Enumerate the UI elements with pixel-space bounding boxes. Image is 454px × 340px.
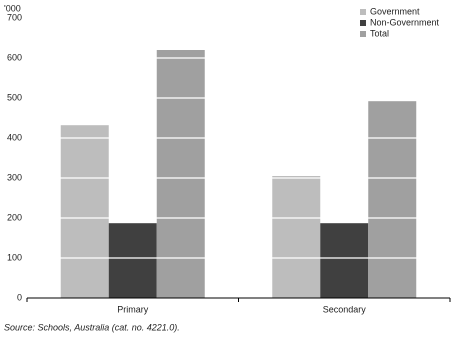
source-note: Source: Schools, Australia (cat. no. 422… (4, 322, 180, 332)
y-tick-label: 0 (17, 292, 22, 302)
y-tick-label: 200 (7, 212, 22, 222)
bar (320, 223, 369, 298)
legend-label: Government (370, 6, 420, 16)
bar (108, 223, 157, 298)
legend-swatch (360, 9, 366, 15)
bar (156, 50, 205, 298)
legend-label: Non-Government (370, 17, 440, 27)
y-tick-label: 600 (7, 52, 22, 62)
bar (368, 101, 417, 298)
bar (272, 176, 321, 298)
bar (60, 125, 109, 298)
y-axis-label: '000 (4, 3, 21, 13)
x-tick-label: Secondary (323, 304, 367, 314)
y-tick-label: 400 (7, 132, 22, 142)
y-tick-label: 500 (7, 92, 22, 102)
y-tick-label: 700 (7, 12, 22, 22)
x-tick-label: Primary (117, 304, 148, 314)
y-tick-label: 300 (7, 172, 22, 182)
legend-swatch (360, 20, 366, 26)
legend-label: Total (370, 28, 389, 38)
y-tick-label: 100 (7, 252, 22, 262)
legend-swatch (360, 31, 366, 37)
